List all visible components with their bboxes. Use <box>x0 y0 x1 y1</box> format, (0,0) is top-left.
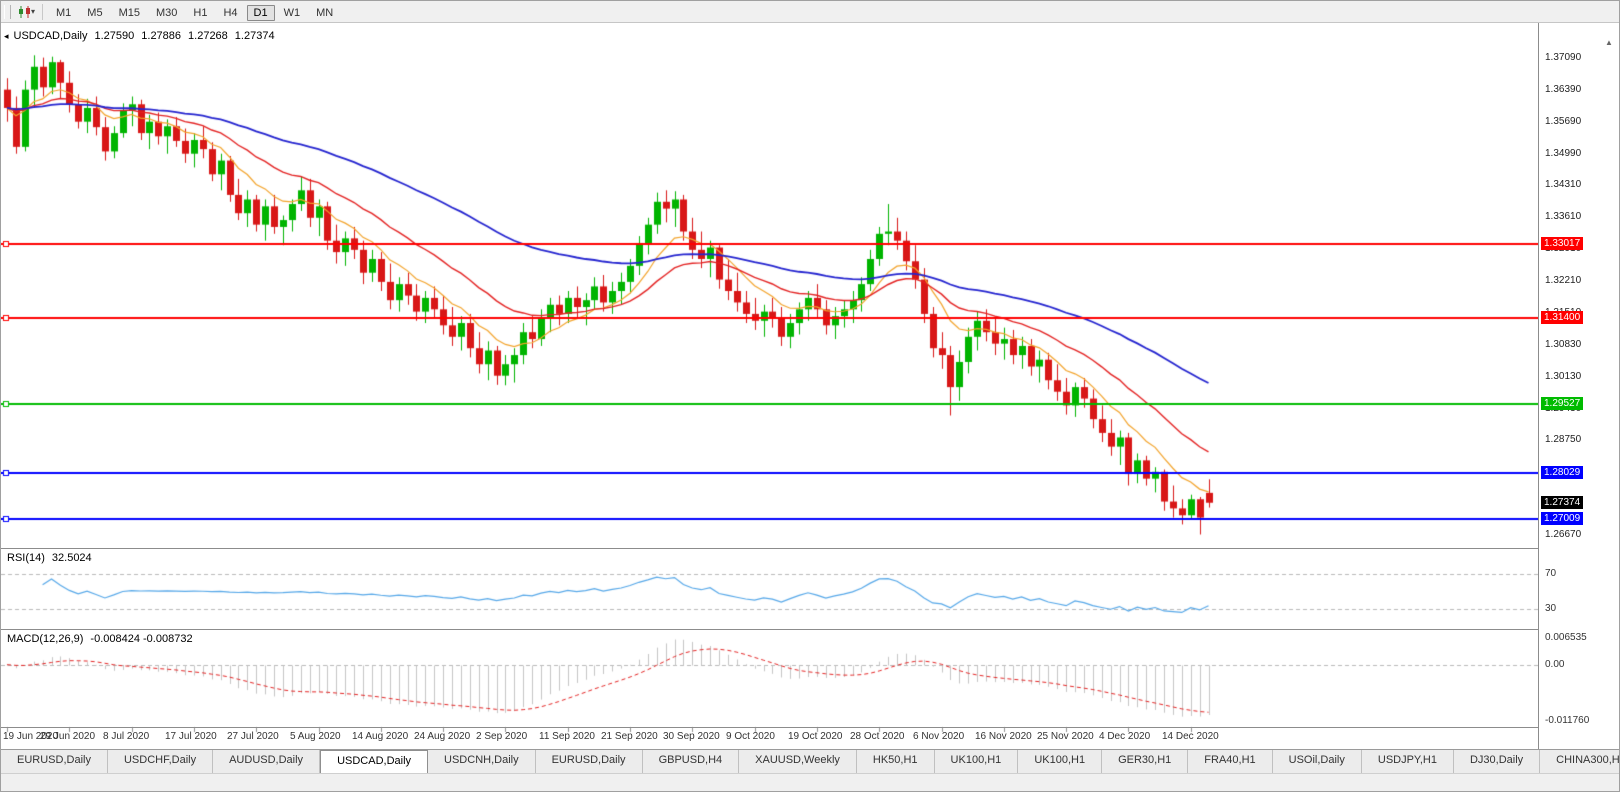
panel-separator-macd-dates <box>1 727 1619 728</box>
panel-separator-rsi-macd[interactable] <box>1 629 1619 630</box>
object-marker-icon: ◂ <box>4 31 9 41</box>
date-label: 14 Dec 2020 <box>1162 731 1219 742</box>
macd-values: -0.008424 -0.008732 <box>90 633 193 645</box>
date-label: 5 Aug 2020 <box>290 731 341 742</box>
date-axis[interactable]: 19 Jun 2020 29 Jun 2020 8 Jul 2020 17 Jul 2… <box>1 728 1538 749</box>
date-label: 14 Aug 2020 <box>352 731 409 742</box>
timeframe-buttons-group: M1 M5 M15 M30 H1 H4 D1 W1 MN <box>48 3 341 21</box>
timeframe-button-H4[interactable]: H4 <box>223 6 238 19</box>
price-tick: 1.36390 <box>1545 84 1582 96</box>
ohlc-open: 1.27590 <box>94 30 135 42</box>
chart-tab[interactable]: EURUSD,Daily <box>1 750 108 773</box>
price-level-badge: 1.31400 <box>1541 311 1584 325</box>
chart-tab[interactable]: UK100,H1 <box>934 750 1019 773</box>
timeframe-button-H1[interactable]: H1 <box>193 6 208 19</box>
price-tick: 1.34990 <box>1545 148 1582 160</box>
price-level-badge: 1.33017 <box>1541 237 1584 251</box>
date-label: 9 Oct 2020 <box>726 731 775 742</box>
date-label: 19 Oct 2020 <box>788 731 843 742</box>
date-label: 29 Jun 2020 <box>40 731 96 742</box>
chart-tab[interactable]: USDCAD,Daily <box>320 750 429 773</box>
date-label: 24 Aug 2020 <box>414 731 471 742</box>
price-level-badge: 1.27009 <box>1541 512 1584 526</box>
current-price-badge: 1.27374 <box>1541 495 1584 509</box>
date-label: 6 Nov 2020 <box>913 731 965 742</box>
macd-axis-label: 0.00 <box>1545 658 1565 670</box>
timeframe-button-MN[interactable]: MN <box>316 6 334 19</box>
chart-tab[interactable]: CHINA300,H1 <box>1540 750 1619 773</box>
toolbar-grip[interactable] <box>4 4 11 19</box>
date-label: 30 Sep 2020 <box>663 731 720 742</box>
date-label: 16 Nov 2020 <box>975 731 1032 742</box>
timeframe-button-D1[interactable]: D1 <box>246 4 275 21</box>
chart-shift-marker-icon[interactable]: ▲ <box>1605 38 1613 47</box>
chart-tab[interactable]: USDJPY,H1 <box>1361 750 1454 773</box>
ohlc-close: 1.27374 <box>234 30 275 42</box>
chart-tab[interactable]: USDCHF,Daily <box>107 750 214 773</box>
chart-area: ◂ USDCAD,Daily 1.27590 1.27886 1.27268 1.2737… <box>1 23 1619 749</box>
date-label: 8 Jul 2020 <box>103 731 150 742</box>
chart-tab[interactable]: FRA40,H1 <box>1188 750 1273 773</box>
timeframe-button-W1[interactable]: W1 <box>283 6 301 19</box>
chart-tab[interactable]: EURUSD,Daily <box>535 750 643 773</box>
price-tick: 1.35690 <box>1545 116 1582 128</box>
date-label: 17 Jul 2020 <box>165 731 217 742</box>
rsi-name: RSI(14) <box>7 552 45 564</box>
price-tick: 1.26670 <box>1545 528 1582 540</box>
date-label: 4 Dec 2020 <box>1099 731 1151 742</box>
chart-tab[interactable]: XAUUSD,Weekly <box>739 750 857 773</box>
chart-tab[interactable]: USDCNH,Daily <box>428 750 536 773</box>
timeframe-toolbar: ▾ M1 M5 M15 M30 H1 H4 D1 W1 MN <box>1 1 1619 23</box>
chart-tab[interactable]: DJ30,Daily <box>1453 750 1541 773</box>
ohlc-low: 1.27268 <box>188 30 228 42</box>
chart-tab[interactable]: USOil,Daily <box>1272 750 1362 773</box>
chart-title: ◂ USDCAD,Daily 1.27590 1.27886 1.27268 1.2737… <box>4 30 275 42</box>
chart-tab[interactable]: GER30,H1 <box>1102 750 1189 773</box>
toolbar-divider <box>42 3 44 20</box>
date-label: 25 Nov 2020 <box>1037 731 1094 742</box>
price-chart-canvas[interactable] <box>1 23 1538 748</box>
chart-type-icon[interactable] <box>15 3 33 21</box>
rsi-level-label: 70 <box>1545 567 1557 579</box>
panel-separator-main-rsi[interactable] <box>1 548 1619 549</box>
timeframe-button-M1[interactable]: M1 <box>56 6 72 19</box>
date-label: 19 Jun 2020 <box>3 731 59 742</box>
macd-axis-label: -0.011760 <box>1545 715 1590 726</box>
macd-indicator-label: MACD(12,26,9) -0.008424 -0.008732 <box>7 633 193 645</box>
date-label: 21 Sep 2020 <box>601 731 658 742</box>
chart-tab[interactable]: UK100,H1 <box>1018 750 1103 773</box>
price-tick: 1.30130 <box>1545 370 1582 382</box>
status-bar <box>1 773 1619 791</box>
price-level-badge: 1.28029 <box>1541 465 1584 479</box>
price-tick: 1.33610 <box>1545 211 1582 223</box>
rsi-value: 32.5024 <box>51 552 92 564</box>
chart-tab[interactable]: GBPUSD,H4 <box>642 750 740 773</box>
price-tick: 1.30830 <box>1545 338 1582 350</box>
timeframe-button-M30[interactable]: M30 <box>155 6 178 19</box>
candlestick-glyph <box>18 5 30 18</box>
price-axis[interactable]: 1.37090 1.36390 1.35690 1.34990 1.34310 1.336… <box>1538 23 1619 749</box>
price-level-badge: 1.29527 <box>1541 397 1584 411</box>
timeframe-button-M5[interactable]: M5 <box>87 6 103 19</box>
price-tick: 1.28750 <box>1545 433 1582 445</box>
chart-tabs-bar: EURUSD,Daily USDCHF,Daily AUDUSD,Daily USDC… <box>1 749 1619 773</box>
macd-name: MACD(12,26,9) <box>7 633 84 645</box>
chart-symbol-period: USDCAD,Daily <box>13 30 88 42</box>
chart-tab[interactable]: AUDUSD,Daily <box>213 750 321 773</box>
date-label: 27 Jul 2020 <box>227 731 279 742</box>
date-label: 28 Oct 2020 <box>850 731 905 742</box>
price-tick: 1.37090 <box>1545 52 1582 64</box>
date-label: 2 Sep 2020 <box>476 731 528 742</box>
timeframe-button-M15[interactable]: M15 <box>118 6 140 19</box>
price-tick: 1.34310 <box>1545 179 1582 191</box>
price-tick: 1.32210 <box>1545 275 1582 287</box>
ohlc-high: 1.27886 <box>141 30 182 42</box>
dropdown-caret-icon[interactable]: ▾ <box>31 7 36 16</box>
chart-tab[interactable]: HK50,H1 <box>856 750 935 773</box>
date-label: 11 Sep 2020 <box>539 731 595 742</box>
rsi-indicator-label: RSI(14) 32.5024 <box>7 552 92 564</box>
rsi-level-label: 30 <box>1545 602 1557 614</box>
macd-axis-label: 0.006535 <box>1545 632 1587 643</box>
